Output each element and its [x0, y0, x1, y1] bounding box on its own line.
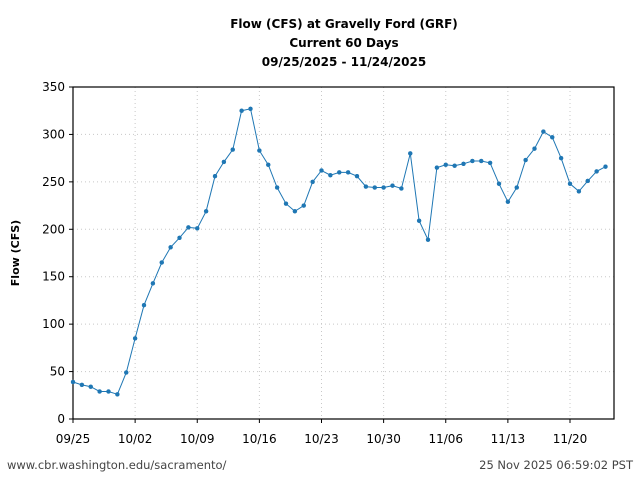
data-point-marker [523, 157, 528, 163]
y-tick-label: 350 [42, 80, 65, 94]
data-point-marker [274, 185, 280, 190]
axes [72, 86, 615, 420]
y-tick-label: 200 [42, 222, 65, 236]
chart-title: Flow (CFS) at Gravelly Ford (GRF) [230, 17, 458, 31]
grid-lines [73, 87, 614, 419]
data-point-marker [363, 184, 369, 189]
data-point-marker [487, 160, 493, 166]
data-point-marker [558, 155, 564, 161]
data-point-marker [461, 161, 466, 167]
x-tick-label: 09/25 [56, 432, 91, 446]
data-point-marker [550, 135, 555, 140]
data-point-marker [212, 173, 218, 179]
data-point-marker [266, 162, 271, 168]
data-point-marker [425, 237, 431, 242]
data-point-marker [301, 203, 306, 208]
x-tick-label: 11/06 [428, 432, 463, 446]
generated-timestamp: 25 Nov 2025 06:59:02 PST [479, 458, 633, 472]
data-point-marker [159, 260, 164, 265]
x-tick-label: 11/13 [491, 432, 526, 446]
data-point-marker [505, 199, 511, 205]
x-tick-label: 10/16 [242, 432, 277, 446]
x-tick-label: 10/30 [366, 432, 401, 446]
data-point-marker [390, 183, 395, 188]
data-point-marker [337, 170, 342, 175]
data-point-marker [328, 172, 333, 178]
x-tick-label: 10/09 [180, 432, 215, 446]
data-point-marker [496, 181, 502, 187]
y-tick-label: 150 [42, 270, 65, 284]
data-point-marker [541, 129, 546, 134]
data-point-marker [239, 108, 244, 113]
data-point-marker [195, 226, 200, 231]
data-point-marker [230, 147, 235, 152]
data-point-marker [203, 209, 209, 214]
data-point-marker [452, 163, 457, 168]
data-point-marker [310, 179, 315, 185]
data-point-marker [70, 379, 76, 385]
y-tick-label: 250 [42, 175, 65, 189]
data-point-marker [141, 302, 147, 308]
data-point-marker [514, 185, 519, 190]
data-point-marker [416, 218, 422, 223]
data-point-marker [177, 235, 182, 241]
y-axis-label: Flow (CFS) [9, 220, 22, 286]
data-point-marker [97, 389, 102, 394]
data-point-marker [132, 336, 138, 341]
data-point-marker [124, 370, 129, 375]
data-point-marker [576, 189, 582, 194]
data-point-marker [88, 384, 93, 389]
y-tick-label: 300 [42, 127, 65, 141]
data-point-marker [594, 169, 599, 174]
data-point-marker [532, 146, 537, 151]
y-tick-label: 100 [42, 317, 65, 331]
data-point-marker [115, 392, 120, 397]
y-axis-ticks: 0 50 100 150 200 250 300 350 [42, 80, 73, 426]
data-point-marker [354, 173, 360, 179]
x-axis-ticks: 09/25 10/02 10/09 10/16 10/23 10/30 11/06 11/13… [56, 419, 588, 446]
data-point-marker [443, 162, 448, 168]
chart-date-range: 09/25/2025 - 11/24/2025 [262, 55, 426, 69]
data-point-marker [479, 158, 484, 164]
x-tick-label: 11/20 [553, 432, 588, 446]
data-point-marker [221, 159, 227, 165]
y-tick-label: 0 [57, 412, 65, 426]
data-point-marker [79, 382, 85, 388]
x-tick-label: 10/23 [304, 432, 339, 446]
data-point-marker [150, 281, 156, 286]
data-point-marker [381, 185, 386, 190]
data-point-marker [248, 106, 253, 112]
data-point-marker [408, 151, 413, 156]
data-point-marker [372, 185, 377, 190]
flow-series [70, 106, 608, 397]
data-point-marker [434, 165, 440, 170]
data-point-marker [319, 168, 324, 173]
data-point-marker [106, 389, 111, 394]
y-tick-label: 50 [50, 365, 65, 379]
data-point-marker [292, 209, 298, 214]
data-point-marker [399, 186, 404, 191]
data-point-marker [283, 201, 289, 206]
flow-line [72, 108, 606, 395]
data-point-marker [585, 178, 590, 184]
data-point-marker [168, 245, 173, 250]
source-url: www.cbr.washington.edu/sacramento/ [7, 458, 227, 472]
data-point-marker [186, 225, 191, 230]
data-point-marker [603, 164, 608, 169]
data-point-marker [470, 158, 475, 164]
data-point-marker [345, 170, 351, 175]
chart-subtitle: Current 60 Days [289, 36, 398, 50]
data-point-marker [567, 181, 573, 187]
x-tick-label: 10/02 [118, 432, 153, 446]
data-point-marker [257, 148, 262, 153]
